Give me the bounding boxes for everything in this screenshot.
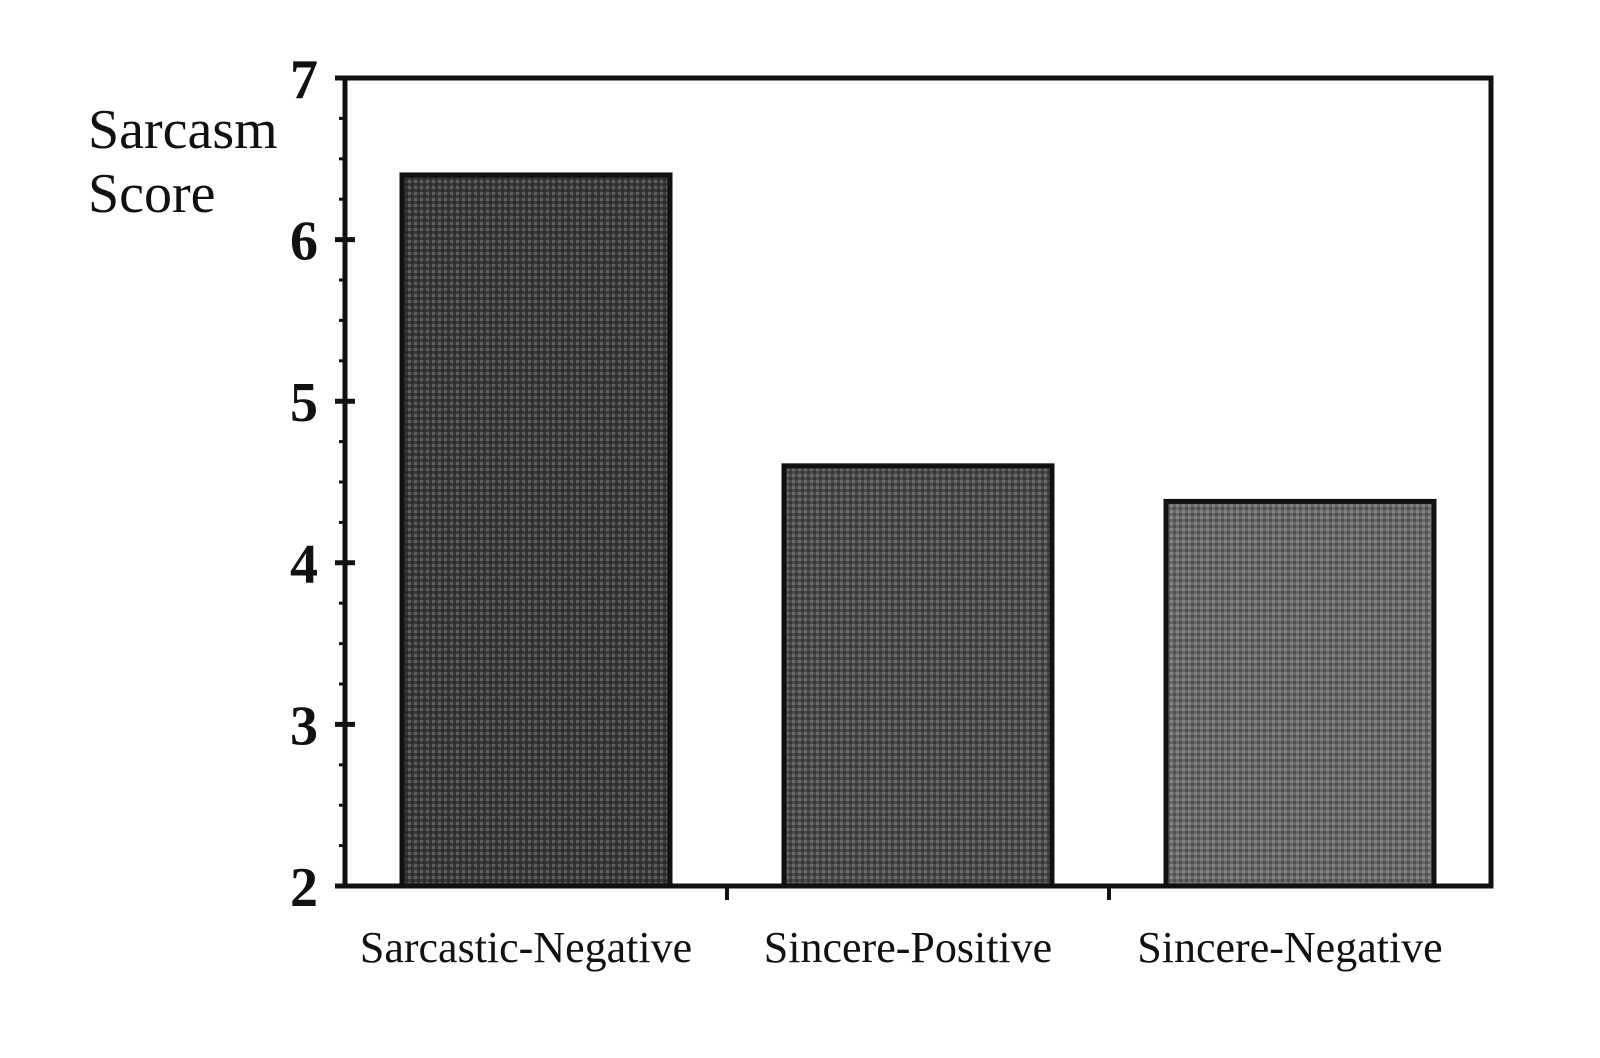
x-tick-label: Sincere-Positive [764,923,1052,972]
bar-texture [405,177,667,883]
y-tick-label: 6 [290,211,318,273]
plot-frame [342,75,1494,889]
y-tick-label: 4 [290,534,318,596]
y-axis-label-line-1: Sarcasm [88,99,278,161]
y-tick-label: 5 [290,372,318,434]
x-tick-label: Sincere-Negative [1137,923,1442,972]
bar-texture [1169,504,1431,883]
x-tick-label: Sarcastic-Negative [360,923,692,972]
y-axis-label: Sarcasm Score [88,99,278,225]
bars-group [399,172,1437,889]
bar [1163,498,1437,889]
y-axis-label-line-2: Score [88,163,216,225]
y-tick-label: 3 [290,695,318,757]
bar-texture [787,468,1049,883]
y-tick-label: 7 [290,49,318,111]
bar [399,172,673,889]
x-axis-ticks: Sarcastic-Negative Sincere-Positive Sincer… [360,886,1443,972]
y-tick-label: 2 [290,857,318,919]
bar [781,463,1055,889]
